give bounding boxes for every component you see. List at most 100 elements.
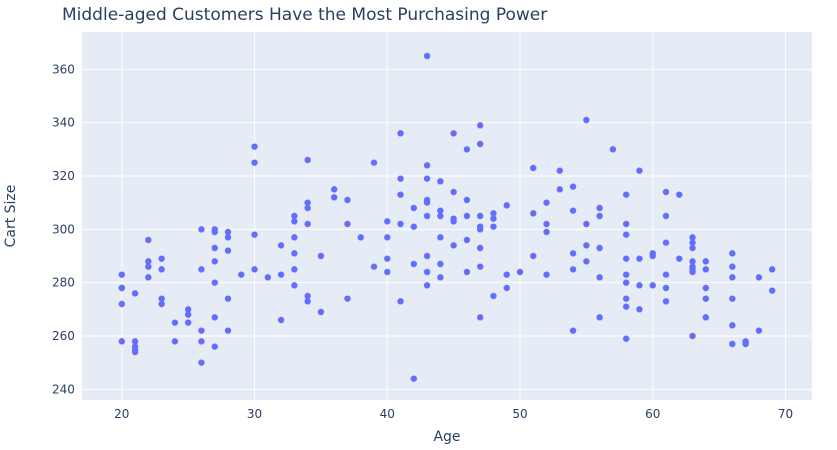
data-point xyxy=(304,156,311,164)
y-tick-label: 340 xyxy=(52,116,75,130)
data-point xyxy=(423,252,431,260)
data-point xyxy=(384,234,391,241)
data-point xyxy=(596,212,603,220)
data-point xyxy=(516,268,524,276)
data-point xyxy=(609,146,617,153)
data-point xyxy=(437,212,444,220)
data-point xyxy=(503,271,510,278)
data-point xyxy=(569,266,577,273)
data-point xyxy=(662,188,670,196)
data-point xyxy=(397,130,404,137)
data-point xyxy=(131,338,139,345)
data-point xyxy=(622,255,630,262)
data-point xyxy=(476,244,484,252)
data-point xyxy=(118,300,126,308)
data-point xyxy=(437,234,444,241)
data-point xyxy=(304,199,311,206)
data-point xyxy=(118,284,126,292)
data-point xyxy=(729,250,736,257)
data-point xyxy=(768,266,776,273)
x-axis-title: Age xyxy=(433,429,460,445)
data-point xyxy=(476,122,484,129)
plot-area xyxy=(82,32,812,400)
x-tick-label: 70 xyxy=(778,407,793,421)
data-point xyxy=(211,343,218,350)
data-point xyxy=(211,258,218,265)
data-point xyxy=(437,274,444,281)
data-point xyxy=(450,130,457,137)
data-point xyxy=(689,234,696,241)
data-point xyxy=(145,274,152,281)
data-point xyxy=(397,220,404,228)
data-point xyxy=(277,242,285,249)
data-point xyxy=(463,196,471,204)
data-point xyxy=(463,268,471,276)
data-point xyxy=(423,199,431,206)
data-point xyxy=(224,234,232,241)
data-point xyxy=(158,300,165,308)
data-point xyxy=(211,279,218,286)
x-tick-label: 40 xyxy=(380,407,395,421)
data-point xyxy=(755,327,763,334)
data-point xyxy=(490,210,497,217)
data-point xyxy=(317,252,325,260)
data-point xyxy=(158,266,165,273)
data-point xyxy=(676,191,683,198)
data-point xyxy=(291,266,298,273)
data-point xyxy=(583,242,590,249)
y-tick-label: 360 xyxy=(52,62,75,76)
data-point xyxy=(476,263,484,270)
data-point xyxy=(543,220,550,228)
data-point xyxy=(569,207,577,214)
data-point xyxy=(689,268,696,276)
data-point xyxy=(596,244,603,252)
data-point xyxy=(397,298,404,305)
data-point xyxy=(503,284,510,292)
chart-title: Middle-aged Customers Have the Most Purc… xyxy=(62,5,547,25)
data-point xyxy=(198,226,205,233)
data-point xyxy=(291,234,298,241)
gridlines xyxy=(82,32,812,400)
data-point xyxy=(184,311,192,318)
data-point xyxy=(689,244,696,252)
data-point xyxy=(198,359,205,366)
data-point xyxy=(238,271,245,278)
data-point xyxy=(118,271,126,278)
data-point xyxy=(384,255,391,262)
data-point xyxy=(304,298,311,305)
data-point xyxy=(384,218,391,225)
data-point xyxy=(768,287,776,294)
y-axis-title: Cart Size xyxy=(3,185,19,248)
data-point xyxy=(131,348,139,356)
data-point xyxy=(198,338,205,345)
data-point xyxy=(291,282,298,289)
data-point xyxy=(397,191,404,198)
data-point xyxy=(543,199,550,206)
data-point xyxy=(384,268,391,276)
data-point xyxy=(423,52,431,60)
data-point xyxy=(277,316,285,324)
data-point xyxy=(437,260,444,268)
data-point xyxy=(423,175,431,182)
data-point xyxy=(729,322,736,329)
data-point xyxy=(437,178,444,185)
data-point xyxy=(264,274,272,281)
data-point xyxy=(583,116,590,124)
data-point xyxy=(344,295,351,302)
data-point xyxy=(543,271,550,278)
data-point xyxy=(689,258,696,265)
data-point xyxy=(662,212,670,220)
data-point xyxy=(291,250,298,257)
data-point xyxy=(583,220,590,228)
data-point xyxy=(450,188,457,196)
data-point xyxy=(410,223,418,230)
data-point xyxy=(729,274,736,281)
data-point xyxy=(131,290,139,297)
data-point xyxy=(184,319,192,326)
data-point xyxy=(198,266,205,273)
data-point xyxy=(622,191,630,198)
data-point xyxy=(556,167,564,174)
data-point xyxy=(370,159,378,166)
data-point xyxy=(503,202,510,209)
y-tick-label: 280 xyxy=(52,276,75,290)
